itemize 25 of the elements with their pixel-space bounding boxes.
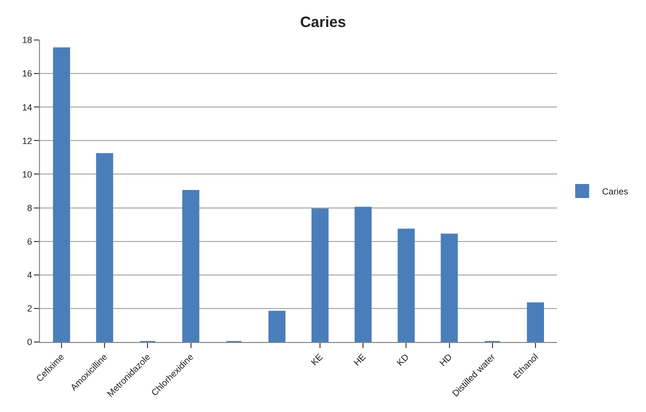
bar [312,208,329,342]
x-tick-label: KE [309,352,325,368]
y-tick-label: 0 [27,337,32,348]
y-tick-label: 18 [22,35,32,46]
x-tick-label: HD [438,351,454,368]
bar [398,228,415,342]
bar [440,234,458,342]
y-tick-label: 10 [22,169,32,180]
bar [526,302,544,342]
y-tick-label: 14 [22,102,32,112]
y-tick-label: 6 [27,236,32,246]
legend-label: Caries [602,186,629,197]
bar [182,190,200,342]
y-tick-label: 4 [27,270,32,280]
chart-title: Caries [300,14,346,31]
x-tick-label: KD [394,351,412,368]
y-tick-label: 8 [27,202,32,213]
y-tick-label: 2 [27,304,32,314]
bar [53,47,70,342]
y-tick-label: 12 [22,136,32,146]
bar [96,153,114,342]
y-tick-label: 16 [22,68,32,79]
bar [268,310,286,342]
bar [354,206,372,342]
x-tick-label: HE [352,352,368,368]
